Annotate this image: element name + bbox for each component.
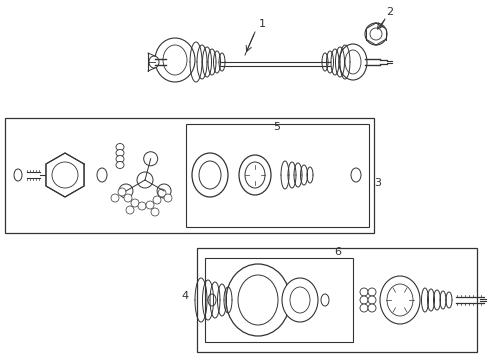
Ellipse shape xyxy=(52,162,78,188)
Bar xyxy=(197,248,476,352)
Ellipse shape xyxy=(151,208,159,216)
Ellipse shape xyxy=(225,264,289,336)
Ellipse shape xyxy=(367,304,375,312)
Ellipse shape xyxy=(289,287,309,313)
Polygon shape xyxy=(46,153,84,197)
Ellipse shape xyxy=(153,196,161,204)
Bar xyxy=(204,258,352,342)
Bar xyxy=(185,124,368,227)
Ellipse shape xyxy=(244,162,264,188)
Text: 6: 6 xyxy=(334,247,341,257)
Ellipse shape xyxy=(116,149,124,157)
Ellipse shape xyxy=(158,189,165,197)
Ellipse shape xyxy=(386,284,412,316)
Ellipse shape xyxy=(138,202,146,210)
Ellipse shape xyxy=(238,275,278,325)
Ellipse shape xyxy=(379,276,419,324)
Ellipse shape xyxy=(116,156,124,162)
Ellipse shape xyxy=(119,184,133,198)
Ellipse shape xyxy=(118,188,126,196)
Ellipse shape xyxy=(320,294,328,306)
Ellipse shape xyxy=(163,45,186,75)
Ellipse shape xyxy=(126,206,134,214)
Ellipse shape xyxy=(131,199,139,207)
Ellipse shape xyxy=(364,23,386,45)
Ellipse shape xyxy=(367,296,375,304)
Ellipse shape xyxy=(345,50,360,74)
Ellipse shape xyxy=(359,304,367,312)
Ellipse shape xyxy=(359,288,367,296)
Ellipse shape xyxy=(14,169,22,181)
Ellipse shape xyxy=(111,194,119,202)
Ellipse shape xyxy=(199,161,221,189)
Ellipse shape xyxy=(157,184,171,198)
Ellipse shape xyxy=(116,162,124,168)
Ellipse shape xyxy=(163,194,172,202)
Ellipse shape xyxy=(192,153,227,197)
Text: 2: 2 xyxy=(386,7,393,17)
Ellipse shape xyxy=(149,56,159,68)
Ellipse shape xyxy=(350,168,360,182)
Ellipse shape xyxy=(207,294,216,306)
Ellipse shape xyxy=(367,288,375,296)
Ellipse shape xyxy=(338,44,366,80)
Ellipse shape xyxy=(239,155,270,195)
Ellipse shape xyxy=(146,201,154,209)
Ellipse shape xyxy=(369,28,381,40)
Ellipse shape xyxy=(282,278,317,322)
Ellipse shape xyxy=(97,168,107,182)
Ellipse shape xyxy=(143,152,157,166)
Bar xyxy=(5,118,373,233)
Text: 4: 4 xyxy=(181,291,188,301)
Ellipse shape xyxy=(137,172,153,188)
Ellipse shape xyxy=(359,296,367,304)
Ellipse shape xyxy=(124,194,132,202)
Text: 5: 5 xyxy=(273,122,280,132)
Ellipse shape xyxy=(116,144,124,150)
Text: 3: 3 xyxy=(374,178,381,188)
Ellipse shape xyxy=(155,38,195,82)
Text: 1: 1 xyxy=(258,19,265,29)
